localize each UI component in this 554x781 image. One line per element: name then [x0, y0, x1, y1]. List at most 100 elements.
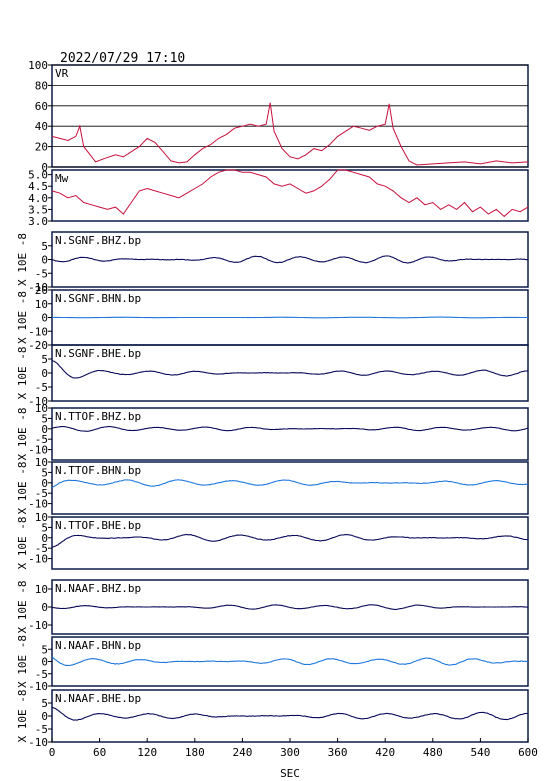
- series-line: [51, 360, 529, 379]
- panel-label: N.NAAF.BHZ.bp: [55, 582, 141, 595]
- x-tick-label: 420: [375, 746, 395, 759]
- series-line: [52, 316, 528, 319]
- panel-label: Mw: [55, 172, 69, 185]
- y-tick-label: 10: [35, 298, 48, 311]
- panel-label: N.SGNF.BHE.bp: [55, 347, 141, 360]
- y-tick-label: 5.0: [28, 169, 48, 182]
- series-line: [51, 425, 529, 432]
- y-tick-label: 5: [41, 412, 48, 425]
- y-tick-label: 0: [41, 532, 48, 545]
- y-tick-label: 4.0: [28, 192, 48, 205]
- panel-frame: [51, 461, 529, 515]
- x-tick-label: 600: [518, 746, 538, 759]
- y-tick-label: -10: [28, 498, 48, 511]
- y-tick-label: 3.0: [28, 215, 48, 228]
- panel-1: 5.04.54.03.53.0 Mw: [28, 169, 529, 228]
- series-line: [51, 479, 529, 489]
- x-tick-label: 0: [49, 746, 56, 759]
- panel-label: N.TTOF.BHN.bp: [55, 464, 141, 477]
- y-axis-label: X 10E -8: [16, 517, 29, 570]
- y-tick-label: 0: [41, 656, 48, 669]
- y-axis-label: X 10E -8: [16, 462, 29, 515]
- y-axis-label: X 10E -8: [16, 291, 29, 344]
- y-axis-label: X 10E -8: [16, 690, 29, 743]
- y-axis-label: X 10E -8: [16, 635, 29, 688]
- y-tick-label: -20: [28, 339, 48, 352]
- panels-group: 100806040200VR5.04.54.03.53.0Mw50-5-10X …: [16, 59, 529, 749]
- y-tick-label: -5: [35, 487, 48, 500]
- y-tick-label: -10: [28, 395, 48, 408]
- y-tick-label: 80: [35, 79, 48, 92]
- y-tick-label: -10: [28, 281, 48, 294]
- panel-label: N.NAAF.BHN.bp: [55, 639, 141, 652]
- panel-label: N.SGNF.BHZ.bp: [55, 234, 141, 247]
- y-tick-label: 5: [41, 521, 48, 534]
- panel-2: 50-5-10X 10E -8 N.SGNF.BHZ.bp: [16, 231, 529, 294]
- y-axis-label: X 10E -8: [16, 408, 29, 461]
- y-tick-label: 0: [41, 367, 48, 380]
- panel-8: 10 0 -10X 10E -8 N.NAAF.BHZ.bp: [16, 579, 529, 635]
- y-tick-label: 0: [41, 477, 48, 490]
- y-tick-label: -5: [35, 668, 48, 681]
- y-axis-label: X 10E -8: [16, 347, 29, 400]
- y-tick-label: 0: [41, 312, 48, 325]
- x-tick-label: 360: [328, 746, 348, 759]
- x-tick-label: 60: [93, 746, 106, 759]
- y-tick-label: -10: [28, 619, 48, 632]
- series-line: [51, 706, 529, 721]
- series-line: [51, 255, 529, 264]
- panel-label: N.SGNF.BHN.bp: [55, 292, 141, 305]
- panel-frame: [51, 407, 529, 461]
- y-axis-label: X 10E -8: [16, 581, 29, 634]
- series-line: [51, 102, 529, 166]
- y-tick-label: -10: [28, 680, 48, 693]
- panel-label: VR: [55, 67, 69, 80]
- y-tick-label: -10: [28, 325, 48, 338]
- x-axis: 0 60 120 180 240 300 360 420 480 540 600: [49, 738, 538, 759]
- y-tick-label: 3.5: [28, 203, 48, 216]
- y-tick-label: 60: [35, 100, 48, 113]
- y-tick-label: 20: [35, 284, 48, 297]
- y-tick-label: 0: [41, 423, 48, 436]
- y-tick-label: -5: [35, 723, 48, 736]
- date-time-label: 2022/07/29 17:10: [60, 51, 185, 66]
- y-tick-label: 100: [28, 59, 48, 72]
- x-tick-label: 300: [280, 746, 300, 759]
- y-tick-label: 10: [35, 402, 48, 415]
- series-line: [51, 169, 529, 218]
- y-tick-label: 0: [41, 601, 48, 614]
- x-tick-label: 180: [185, 746, 205, 759]
- y-tick-label: 5: [41, 353, 48, 366]
- y-tick-label: -5: [35, 267, 48, 280]
- y-tick-label: -5: [35, 433, 48, 446]
- x-tick-label: 240: [232, 746, 252, 759]
- x-axis-label: SEC: [280, 767, 300, 780]
- x-tick-label: 540: [470, 746, 490, 759]
- panel-9: 50-5-10X 10E -8 N.NAAF.BHN.bp: [16, 635, 529, 693]
- panel-label: N.NAAF.BHE.bp: [55, 692, 141, 705]
- y-tick-label: 5: [41, 466, 48, 479]
- y-tick-label: 0: [41, 254, 48, 267]
- series-line: [51, 656, 529, 667]
- y-tick-label: -5: [35, 542, 48, 555]
- y-tick-label: -5: [35, 381, 48, 394]
- panel-frame: [51, 64, 529, 168]
- y-tick-label: 0: [41, 161, 48, 174]
- series-line: [51, 604, 529, 610]
- y-tick-label: 10: [35, 511, 48, 524]
- panel-frame: [51, 169, 529, 222]
- y-tick-label: 10: [35, 456, 48, 469]
- series-line: [52, 533, 529, 548]
- y-tick-label: 5: [41, 697, 48, 710]
- y-tick-label: 5: [41, 643, 48, 656]
- y-tick-label: 40: [35, 120, 48, 133]
- panel-label: N.TTOF.BHZ.bp: [55, 410, 141, 423]
- x-tick-label: 120: [137, 746, 157, 759]
- panel-10: 50-5-10X 10E -8 N.NAAF.BHE.bp: [16, 689, 529, 749]
- y-tick-label: 4.5: [28, 180, 48, 193]
